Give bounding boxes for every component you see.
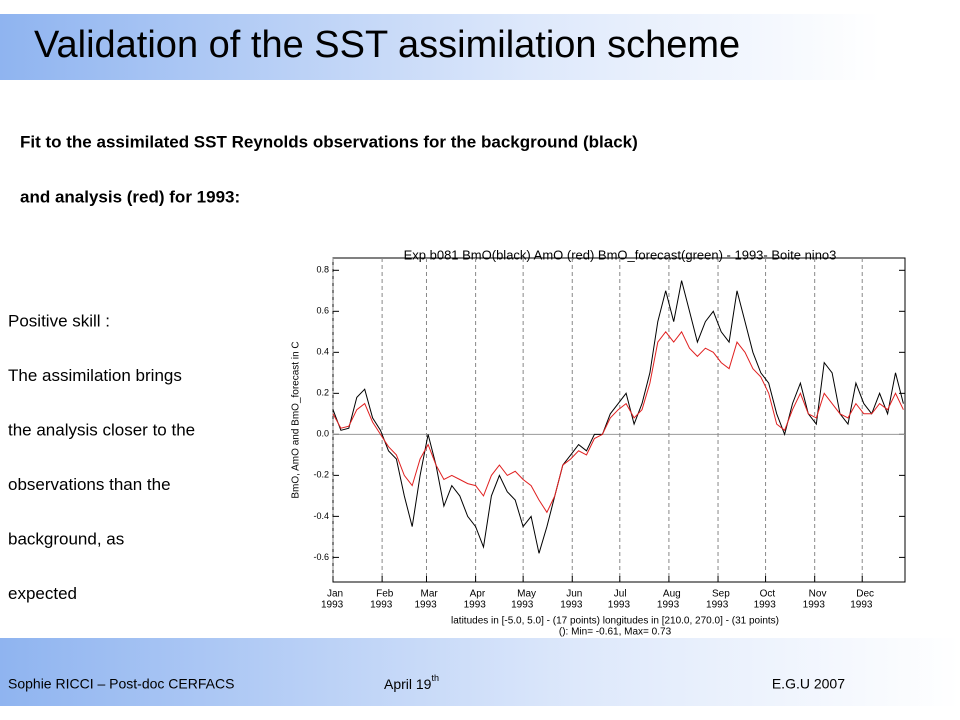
- x-tick-label: Mar: [420, 589, 438, 600]
- sidebar-line: The assimilation brings: [8, 366, 182, 385]
- footer-author: Sophie RICCI – Post-doc CERFACS: [8, 676, 234, 692]
- chart-title: Exp b081 BmO(black) AmO (red) BmO_foreca…: [404, 247, 837, 262]
- y-tick-label: -0.4: [313, 511, 329, 521]
- y-tick-label: 0.8: [316, 265, 329, 275]
- x-tick-year: 1993: [560, 600, 583, 611]
- x-tick-year: 1993: [608, 600, 631, 611]
- x-tick-year: 1993: [414, 600, 437, 611]
- title-band: [0, 14, 880, 80]
- intro-line: and analysis (red) for 1993:: [20, 187, 240, 206]
- plot-frame: [332, 257, 906, 583]
- x-tick-year: 1993: [321, 600, 344, 611]
- footer-date: April 19th: [384, 673, 439, 691]
- chart-note: (): Min= -0.61, Max= 0.73: [559, 627, 672, 638]
- x-tick-year: 1993: [850, 600, 873, 611]
- x-tick-year: 1993: [370, 600, 393, 611]
- x-tick-label: Feb: [376, 589, 394, 600]
- x-tick-year: 1993: [803, 600, 826, 611]
- slide-title: Validation of the SST assimilation schem…: [34, 24, 740, 66]
- x-tick-label: Nov: [809, 589, 827, 600]
- y-tick-label: 0.2: [316, 388, 329, 398]
- y-tick-label: 0.0: [316, 429, 329, 439]
- footer-band: [0, 638, 960, 706]
- x-tick-year: 1993: [657, 600, 680, 611]
- sidebar-line: background, as: [8, 529, 124, 548]
- x-tick-label: Apr: [470, 589, 486, 600]
- series-line: [332, 330, 904, 514]
- x-tick-label: Aug: [663, 589, 681, 600]
- series-line: [332, 280, 904, 554]
- y-axis-label: BmO, AmO and BmO_forecast in C: [291, 341, 302, 498]
- x-tick-label: Oct: [760, 589, 776, 600]
- x-tick-year: 1993: [511, 600, 534, 611]
- sidebar-line: Positive skill :: [8, 311, 110, 330]
- sidebar-line: expected: [8, 584, 77, 603]
- date-suffix: th: [431, 673, 439, 683]
- y-tick-label: -0.6: [313, 552, 329, 562]
- x-tick-label: Sep: [712, 589, 730, 600]
- x-tick-year: 1993: [754, 600, 777, 611]
- y-tick-label: 0.4: [316, 347, 329, 357]
- x-tick-label: Jan: [327, 589, 343, 600]
- date: April 19: [384, 676, 432, 692]
- x-tick-year: 1993: [464, 600, 487, 611]
- x-tick-label: Dec: [856, 589, 874, 600]
- y-tick-label: 0.6: [316, 306, 329, 316]
- y-tick-label: -0.2: [313, 470, 329, 480]
- x-tick-label: May: [517, 589, 536, 600]
- sidebar-line: observations than the: [8, 475, 171, 494]
- chart-note: latitudes in [-5.0, 5.0] - (17 points) l…: [451, 616, 779, 627]
- x-tick-label: Jul: [614, 589, 627, 600]
- x-tick-year: 1993: [706, 600, 729, 611]
- sidebar-line: the analysis closer to the: [8, 420, 195, 439]
- intro-line: Fit to the assimilated SST Reynolds obse…: [20, 132, 638, 151]
- x-tick-label: Jun: [566, 589, 582, 600]
- footer-event: E.G.U 2007: [772, 676, 845, 692]
